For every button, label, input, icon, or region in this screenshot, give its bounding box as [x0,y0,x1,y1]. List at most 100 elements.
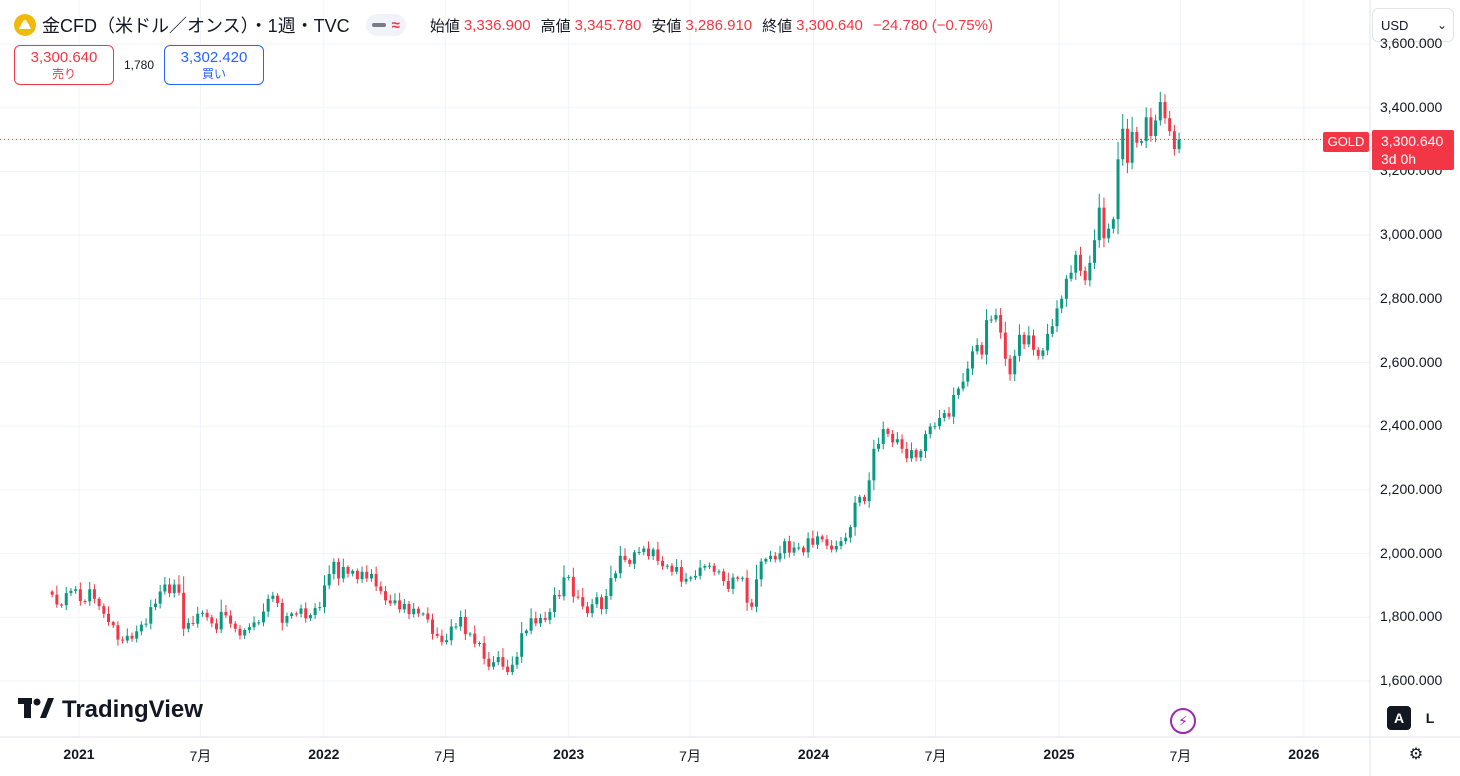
candle [304,602,308,623]
candle-body [327,573,331,586]
candles [50,91,1181,676]
candle-body [64,593,68,606]
candle-body [1046,333,1050,351]
candle [463,609,467,641]
candle [646,541,650,560]
candle-body [111,622,115,626]
candle [1027,326,1031,348]
candle-body [355,570,359,580]
candle [806,532,810,558]
candle-body [215,623,219,630]
candle-body [412,608,416,615]
candle [177,575,181,596]
candle [125,628,129,644]
candle-body [961,381,965,389]
candle-body [858,496,862,503]
candle [130,632,134,642]
candle [867,472,871,508]
candle-body [999,315,1003,333]
candle-body [398,600,402,610]
candle-body [712,565,716,572]
candle [168,578,172,598]
candle-body [928,426,932,435]
candle [1069,265,1073,282]
candle-body [656,549,660,561]
candle [407,600,411,620]
candle-body [914,450,918,458]
candle [1140,138,1144,146]
candle-body [975,344,979,352]
log-scale-button[interactable]: L [1425,710,1435,726]
lightning-icon[interactable]: ⚡ [1170,708,1196,734]
candle [1158,91,1162,126]
candle [1111,216,1115,234]
candle-body [881,429,885,445]
candle-body [553,595,557,612]
candle [1149,108,1153,142]
candle [985,309,989,365]
settings-gear-icon[interactable]: ⚙ [1408,746,1424,763]
candle-body [407,603,411,615]
candle [459,610,463,631]
tradingview-logo[interactable]: TradingView [18,696,203,724]
candle [862,494,866,505]
candle [430,613,434,640]
gold-symbol-icon[interactable] [14,14,36,36]
candle-body [867,480,871,502]
candle-body [877,444,881,449]
symbol-title[interactable]: 金CFD（米ドル／オンス）・1週・TVC [42,16,350,36]
time-tick-label: 7月 [679,748,701,764]
candle [1078,246,1082,277]
currency-select[interactable]: USD ⌄ [1372,8,1454,42]
candle [966,361,970,387]
legend-toggle-pill[interactable]: ≈ [365,14,406,36]
candle-body [1008,358,1012,375]
open-value: 3,336.900 [463,16,531,34]
candle [773,551,777,563]
candle-body [426,613,430,620]
candle [581,587,585,610]
candle-body [233,623,237,629]
sell-button[interactable]: 3,300.640 売り [14,45,114,85]
candle-body [252,622,256,628]
candle-body [1102,207,1106,239]
candle-body [966,368,970,382]
candle [64,586,68,611]
candle-body [388,600,392,604]
candle-body [1041,350,1045,356]
candle-body [567,576,571,578]
candle [1154,114,1158,143]
candle [999,308,1003,339]
candle [196,606,200,628]
candle [778,545,782,563]
candle-body [168,584,172,594]
buy-button[interactable]: 3,302.420 買い [164,45,264,85]
candle-body [1168,118,1172,132]
candle [445,633,449,645]
candle-body [905,448,909,459]
candle-body [708,565,712,567]
candle [933,422,937,430]
candle-body [379,586,383,592]
candle [477,641,481,647]
candle-body [661,560,665,567]
candle [308,613,312,622]
candle [853,495,857,536]
candle [614,570,618,582]
candle [632,549,636,570]
candle-body [97,598,101,607]
candle [980,342,984,360]
candle-body [492,662,496,667]
candle [346,565,350,578]
candle-body [1121,128,1125,160]
candle-body [642,548,646,553]
candle-body [276,595,280,603]
wave-icon[interactable]: ≈ [391,16,400,34]
candle-body [374,573,378,587]
candle-body [341,566,345,579]
candle-body [473,633,477,644]
auto-scale-button[interactable]: A [1387,706,1411,730]
candle [722,568,726,586]
hide-legend-icon[interactable] [371,23,386,27]
